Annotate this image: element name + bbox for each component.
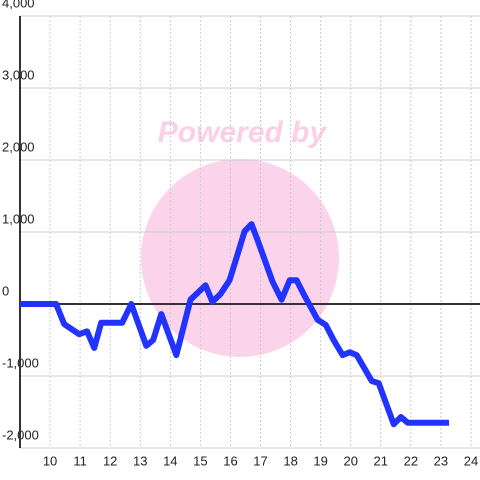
y-tick-label: 2,000	[2, 139, 35, 154]
data-line	[20, 221, 450, 428]
watermark: Powered by	[158, 116, 328, 149]
x-tick-label: 13	[133, 453, 147, 468]
x-tick-label: 14	[163, 453, 177, 468]
x-tick-label: 17	[253, 453, 267, 468]
x-tick-label: 24	[464, 453, 478, 468]
y-tick-label: 3,000	[2, 67, 35, 82]
y-tick-label: 4,000	[2, 0, 35, 10]
x-tick-label: 12	[103, 453, 117, 468]
x-tick-label: 11	[73, 453, 87, 468]
x-tick-label: 10	[43, 453, 57, 468]
y-tick-label: 1,000	[2, 211, 35, 226]
x-tick-label: 20	[343, 453, 357, 468]
x-tick-label: 23	[434, 453, 448, 468]
x-tick-label: 22	[404, 453, 418, 468]
x-tick-label: 15	[193, 453, 207, 468]
x-tick-label: 18	[283, 453, 297, 468]
x-tick-label: 16	[223, 453, 237, 468]
y-tick-label: 0	[2, 283, 9, 298]
x-tick-label: 19	[313, 453, 327, 468]
x-tick-label: 21	[374, 453, 388, 468]
